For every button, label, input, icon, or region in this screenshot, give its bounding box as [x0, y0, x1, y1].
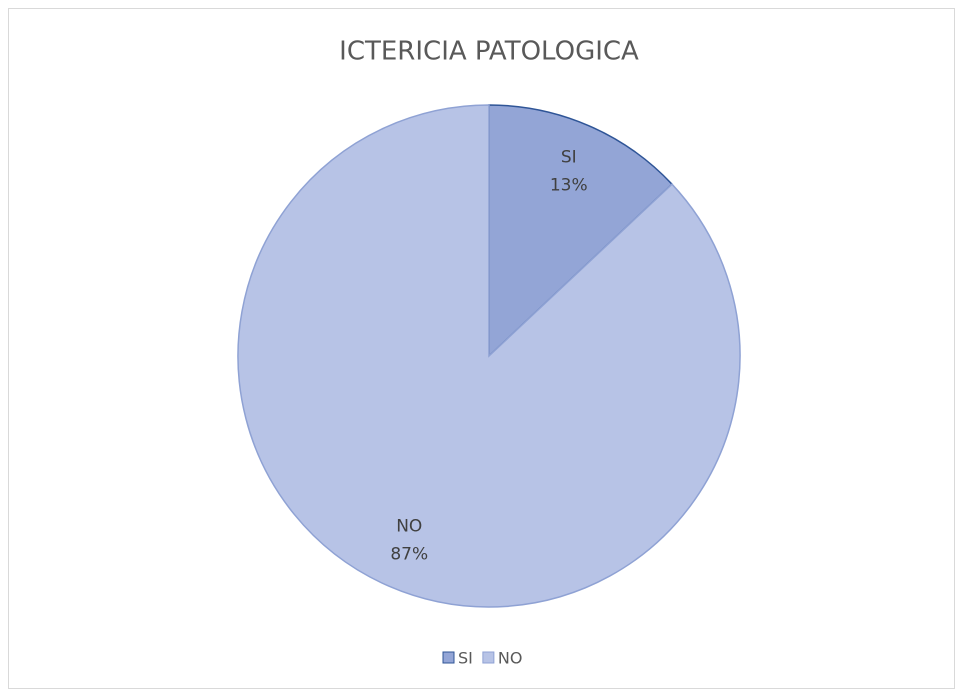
legend-label: SI	[458, 649, 473, 668]
slice-category-label: SI	[561, 148, 577, 168]
slice-category-label: NO	[396, 516, 422, 536]
slice-value-label: 87%	[390, 544, 428, 564]
legend-label: NO	[498, 649, 523, 668]
legend-swatch	[442, 651, 455, 664]
legend-swatch	[482, 651, 495, 664]
pie-slice	[237, 104, 741, 608]
chart-title: ICTERICIA PATOLOGICA	[339, 37, 639, 67]
pie-slice	[488, 104, 674, 358]
slice-value-label: 13%	[550, 176, 588, 196]
